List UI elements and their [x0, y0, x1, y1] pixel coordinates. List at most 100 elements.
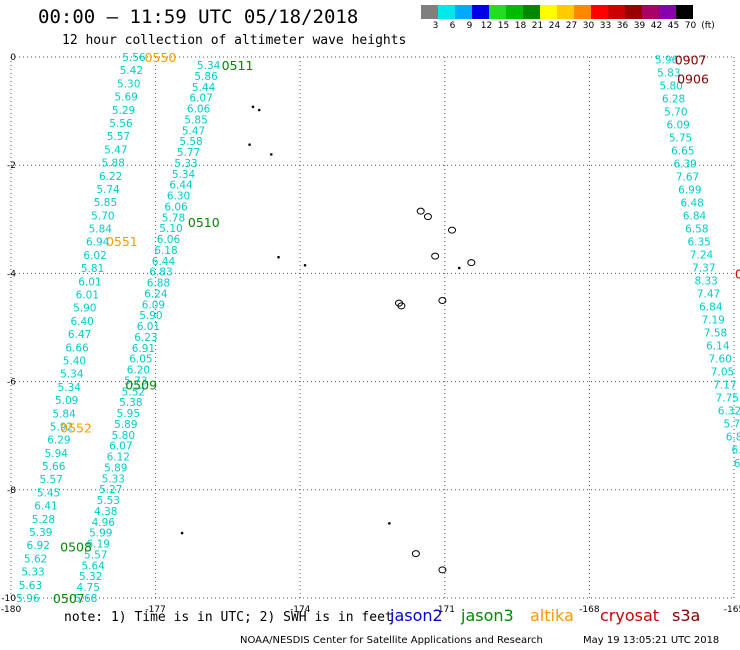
swh-value: 6.39	[673, 159, 696, 171]
legend-label: 24	[548, 21, 561, 31]
swh-value: 5.44	[192, 82, 216, 94]
swh-value: 5.64	[82, 560, 106, 572]
swh-value: 6.99	[678, 185, 701, 197]
timestamp-text: May 19 13:05:21 UTC 2018	[583, 635, 720, 646]
legend-swatch	[659, 5, 676, 19]
swh-value: 5.57	[84, 549, 107, 561]
swh-value: 5.57	[107, 131, 130, 143]
swh-value: 6.06	[164, 201, 188, 213]
swh-value: 5.27	[99, 484, 122, 496]
swh-value: 6.66	[65, 342, 89, 354]
legend-swatch	[574, 5, 591, 19]
swh-value: 7.75	[715, 393, 738, 405]
swh-value: 5.39	[29, 527, 52, 539]
swh-value: 5.85	[94, 197, 117, 209]
swh-value: 6.01	[78, 276, 101, 288]
swh-value: 5.53	[97, 495, 120, 507]
x-tick-label: -177	[145, 605, 165, 615]
swh-value: 5.94	[45, 448, 69, 460]
mission-label-cryosat: cryosat	[600, 606, 660, 625]
swh-value: 5.57	[39, 474, 62, 486]
legend-label: 6	[449, 21, 456, 31]
island	[269, 153, 273, 156]
pass-time-label: 0510	[188, 215, 220, 230]
legend-label: 45	[667, 21, 680, 31]
swh-value: 5.78	[162, 212, 185, 224]
swh-value: 5.68	[74, 593, 97, 605]
legend-label: 36	[616, 21, 629, 31]
swh-value: 5.42	[120, 65, 143, 77]
swh-value: 5.29	[112, 105, 135, 117]
swh-value: 6.12	[107, 452, 130, 464]
swh-value: 7.17	[713, 380, 736, 392]
island	[277, 255, 280, 259]
swh-value: 5.58	[179, 136, 202, 148]
legend-swatch	[591, 5, 608, 19]
pass-time-label: 0550	[145, 50, 177, 65]
swh-value: 5.63	[19, 580, 42, 592]
swh-value: 6.07	[189, 93, 212, 105]
swh-value: 6.48	[680, 198, 703, 210]
swh-value: 5.32	[79, 571, 102, 583]
legend-label: 15	[497, 21, 510, 31]
swh-value: 5.92	[50, 421, 73, 433]
swh-value: 5.86	[194, 71, 218, 83]
legend-label: 9	[466, 21, 473, 31]
legend-unit: (ft)	[701, 21, 715, 31]
swh-value: 5.95	[117, 408, 140, 420]
pass-time-label: 0509	[125, 377, 157, 392]
mission-label-altika: altika	[530, 606, 574, 625]
swh-value: 5.30	[117, 78, 140, 90]
swh-value: 5.38	[119, 397, 142, 409]
legend-swatch	[642, 5, 659, 19]
swh-value: 6.44	[169, 180, 193, 192]
pass-time-label: 0907	[675, 53, 707, 68]
y-tick-label: -6	[7, 378, 16, 388]
page-title: 00:00 – 11:59 UTC 05/18/2018	[38, 6, 359, 28]
swh-value: 7.47	[697, 289, 720, 301]
mission-label-jason2: jason2	[390, 606, 443, 625]
mission-label-jason3: jason3	[461, 606, 514, 625]
credit-text: NOAA/NESDIS Center for Satellite Applica…	[240, 635, 543, 646]
island	[251, 105, 255, 109]
swh-value: 5.33	[102, 473, 125, 485]
swh-value: 5.40	[63, 355, 86, 367]
island	[411, 550, 420, 558]
pass-time-label: 0906	[677, 72, 709, 87]
island	[457, 266, 461, 270]
swh-value: 5.81	[81, 263, 104, 275]
swh-value: 5.99	[89, 528, 112, 540]
legend-swatch	[506, 5, 523, 19]
island	[180, 531, 184, 535]
swh-value: 6.01	[137, 321, 160, 333]
swh-value: 7.19	[701, 315, 724, 327]
swh-value: 6.22	[99, 171, 122, 183]
swh-value: 6.09	[142, 299, 165, 311]
swh-value: 6.84	[683, 211, 707, 223]
swh-value: 6.35	[687, 237, 710, 249]
swh-value: 4.75	[77, 582, 100, 594]
swh-value: 6.65	[671, 146, 694, 158]
swh-value: 6.83	[149, 267, 172, 279]
legend-label: 18	[514, 21, 527, 31]
swh-value: 6.09	[666, 120, 689, 132]
swh-value: 6.88	[147, 278, 170, 290]
swh-value: 5.69	[114, 92, 137, 104]
swh-value: 6.02	[83, 250, 106, 262]
swh-value: 6.84	[699, 302, 723, 314]
swh-value: 5.34	[58, 382, 82, 394]
color-legend	[421, 5, 693, 19]
x-tick-label: -174	[290, 605, 311, 615]
island	[397, 302, 406, 310]
swh-value: 6.58	[685, 224, 708, 236]
swh-value: 5.90	[139, 310, 162, 322]
page-subtitle: 12 hour collection of altimeter wave hei…	[62, 33, 407, 48]
swh-value: 6.20	[127, 365, 150, 377]
island	[438, 566, 447, 574]
swh-value: 5.74	[96, 184, 120, 196]
island	[467, 259, 476, 267]
swh-value: 5.80	[659, 81, 682, 93]
legend-swatch	[438, 5, 455, 19]
swh-value: 4.96	[92, 517, 116, 529]
